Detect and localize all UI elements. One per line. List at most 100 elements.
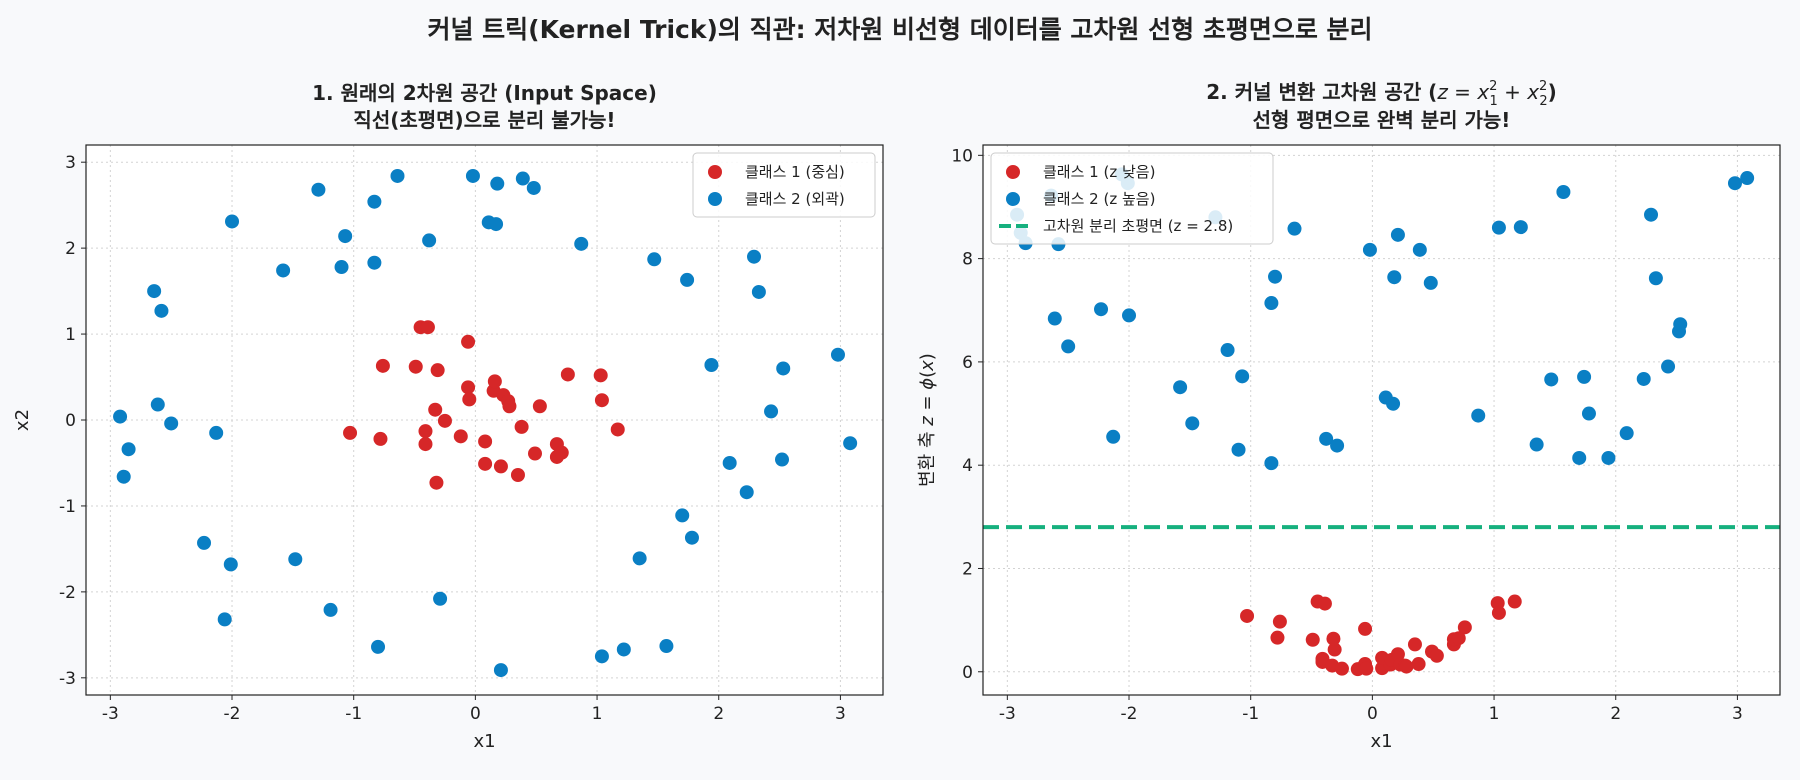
data-point	[1334, 661, 1349, 676]
title-fragment: )	[1548, 80, 1557, 104]
data-point	[1529, 437, 1544, 452]
plot-area	[86, 145, 883, 695]
data-point	[1305, 632, 1320, 647]
data-point	[487, 374, 502, 389]
data-point	[1122, 308, 1137, 323]
title-fragment: 2	[1539, 94, 1547, 109]
data-point	[1231, 442, 1246, 457]
data-point	[1386, 396, 1401, 411]
data-point	[1315, 651, 1330, 666]
y-axis-label: 변환 축 z = ϕ(x)	[917, 353, 938, 487]
data-point	[1272, 614, 1287, 629]
data-point	[1407, 637, 1422, 652]
title-fragment: (	[917, 371, 938, 378]
data-point	[1556, 184, 1571, 199]
data-point	[1061, 339, 1076, 354]
data-point	[462, 392, 477, 407]
x-tick-label: 1	[1489, 704, 1500, 724]
data-point	[1330, 438, 1345, 453]
data-point	[515, 171, 530, 186]
data-point	[1094, 302, 1109, 317]
data-point	[647, 252, 662, 267]
data-point	[197, 535, 212, 550]
y-tick-label: 1	[65, 325, 76, 345]
data-point	[1661, 359, 1676, 374]
x-tick-label: -1	[345, 704, 362, 724]
data-point	[1451, 631, 1466, 646]
x-tick-label: 3	[1732, 704, 1743, 724]
data-point	[1268, 269, 1283, 284]
data-point	[209, 425, 224, 440]
x-tick-label: -3	[999, 704, 1016, 724]
data-point	[1235, 369, 1250, 384]
x-tick-label: -2	[224, 704, 241, 724]
plot-frame	[982, 144, 1781, 696]
data-point	[461, 380, 476, 395]
data-point	[526, 180, 541, 195]
x-tick-label: 2	[713, 704, 724, 724]
data-point	[747, 249, 762, 264]
legend-marker	[1006, 165, 1020, 179]
x-tick-label: 0	[1367, 704, 1378, 724]
y-tick-label: -2	[59, 583, 76, 603]
data-point	[493, 459, 508, 474]
legend-label: 클래스 1 (z 낮음)	[1043, 163, 1155, 181]
data-point	[593, 368, 608, 383]
data-point	[1648, 271, 1663, 286]
data-point	[1740, 171, 1755, 186]
data-point	[116, 469, 131, 484]
data-point	[1387, 270, 1402, 285]
data-point	[776, 361, 791, 376]
y-tick-label: 0	[65, 411, 76, 431]
series-2	[113, 168, 858, 678]
data-point	[594, 393, 609, 408]
title-fragment: x	[1526, 80, 1539, 104]
data-point	[1362, 242, 1377, 257]
data-point	[684, 530, 699, 545]
data-point	[1491, 605, 1506, 620]
title-fragment: =	[917, 390, 938, 417]
data-point	[510, 468, 525, 482]
y-tick-label: -3	[59, 669, 76, 689]
data-point	[490, 176, 505, 191]
y-tick-label: 10	[951, 146, 973, 166]
data-point	[527, 446, 542, 461]
data-point	[1619, 426, 1634, 441]
data-point	[1491, 220, 1506, 235]
data-point	[1601, 450, 1616, 465]
data-point	[1727, 176, 1742, 191]
data-point	[1572, 450, 1587, 465]
data-point	[489, 217, 504, 232]
data-point	[225, 214, 240, 229]
data-point	[453, 429, 468, 444]
data-point	[632, 551, 647, 566]
legend-label: 클래스 2 (외곽)	[745, 190, 845, 208]
data-point	[610, 422, 625, 437]
legend-box	[990, 152, 1274, 245]
data-point	[775, 452, 790, 467]
data-point	[722, 455, 737, 470]
data-point	[323, 602, 338, 617]
data-point	[465, 168, 480, 183]
data-point	[420, 320, 435, 335]
data-point	[764, 404, 779, 419]
data-point	[375, 358, 390, 373]
data-point	[1326, 631, 1341, 646]
x-tick-label: 3	[835, 704, 846, 724]
data-point	[1544, 372, 1559, 387]
legend-label: 클래스 1 (중심)	[745, 163, 845, 181]
data-point	[1411, 657, 1426, 672]
data-point	[1173, 380, 1188, 395]
data-point	[1220, 343, 1235, 358]
data-point	[1513, 220, 1528, 235]
data-point	[502, 399, 517, 414]
data-point	[334, 260, 349, 275]
data-point	[1429, 648, 1444, 663]
legend: 클래스 1 (중심) 클래스 2 (외곽)	[692, 152, 876, 218]
data-point	[554, 445, 569, 460]
data-point	[739, 485, 754, 500]
data-point	[311, 182, 326, 197]
data-point	[574, 236, 589, 251]
data-point	[429, 475, 444, 490]
